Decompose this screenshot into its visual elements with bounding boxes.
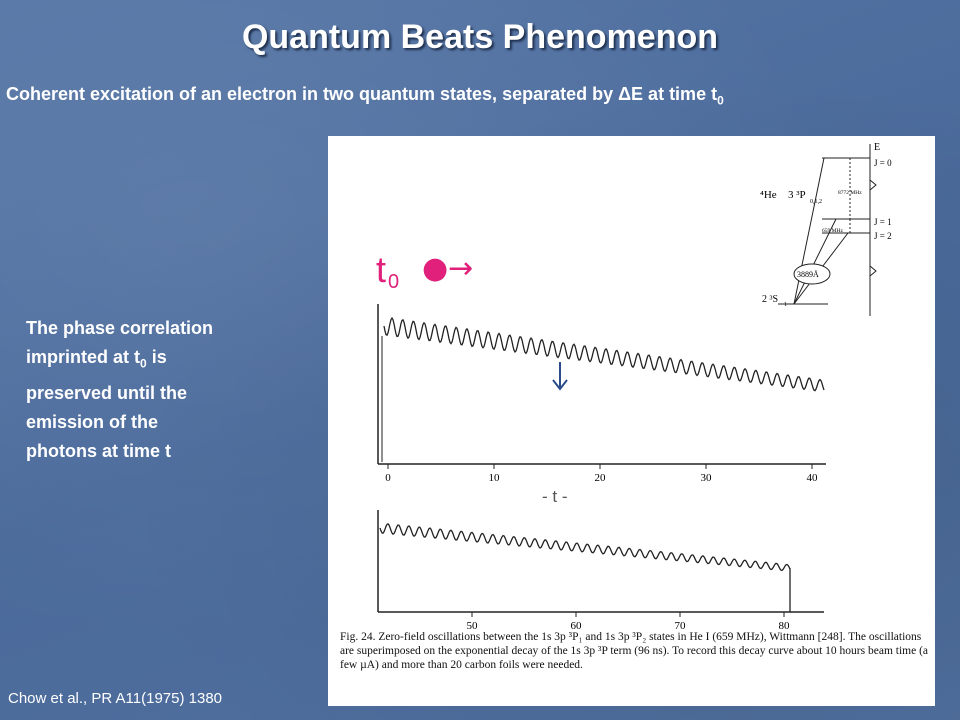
- ground-label: 2 ³S: [762, 294, 778, 305]
- ground-subscript: 1: [784, 302, 787, 308]
- atom-label: ⁴He: [760, 189, 777, 201]
- top-decay-curve: [383, 316, 825, 392]
- bottom-axis-tick-label: 70: [675, 620, 687, 630]
- t0-subscript: 0: [388, 271, 399, 293]
- axis-break-top: [869, 179, 877, 191]
- side-line-5: photons at time t: [26, 440, 171, 461]
- top-plot: 0 10 20 30 40: [377, 304, 826, 484]
- top-axis-tick-label: 0: [385, 472, 391, 484]
- side-line-3: preserved until the: [26, 382, 188, 403]
- subtitle-text: Coherent excitation of an electron in tw…: [6, 84, 718, 104]
- side-explanation: The phase correlation imprinted at t0 is…: [26, 314, 296, 466]
- t-label: - t -: [542, 487, 568, 506]
- axis-break-bottom: [869, 265, 877, 277]
- figure-panel: t 0 ●→ E ⁴He 3 ³P 0,1,2 J = 0 J = 1 J = …: [328, 136, 935, 706]
- wavelength-ellipse: [793, 263, 831, 285]
- bottom-axis-tick-label: 60: [571, 620, 583, 630]
- side-line-2: imprinted at t0 is: [26, 343, 296, 379]
- energy-axis-label: E: [874, 142, 880, 153]
- j2-label: J = 2: [874, 231, 892, 241]
- j0-label: J = 0: [874, 158, 892, 168]
- bottom-axis-tick-label: 80: [779, 620, 791, 630]
- top-axis-tick-label: 30: [701, 472, 713, 484]
- top-axis-tick-label: 10: [489, 472, 501, 484]
- side-line-4: emission of the: [26, 411, 159, 432]
- transition-j1: [793, 218, 837, 305]
- figure-caption: Fig. 24. Zero-field oscillations between…: [340, 631, 929, 671]
- top-axis-tick-label: 40: [807, 472, 819, 484]
- bottom-decay-curve: [379, 522, 791, 572]
- bottom-axis-tick-label: 50: [467, 620, 479, 630]
- side-line-2b: is: [146, 347, 167, 367]
- term-subscript: 0,1,2: [810, 199, 822, 205]
- j1-label: J = 1: [874, 217, 892, 227]
- term-label: 3 ³P: [788, 189, 806, 201]
- split-label-1: 8772 MHz: [838, 190, 862, 196]
- subtitle-subscript: 0: [717, 93, 724, 108]
- slide-subtitle: Coherent excitation of an electron in tw…: [6, 84, 724, 108]
- wavelength-label: 3889Å: [797, 270, 819, 279]
- figure-svg: t 0 ●→ E ⁴He 3 ³P 0,1,2 J = 0 J = 1 J = …: [376, 142, 892, 632]
- down-arrow: [552, 362, 568, 391]
- slide-title: Quantum Beats Phenomenon: [241, 18, 719, 56]
- side-line-1: The phase correlation: [26, 318, 214, 338]
- split-label-2: 659 MHz: [822, 228, 843, 234]
- side-line-2a: imprinted at t: [26, 347, 141, 367]
- t0-label: t: [376, 249, 386, 290]
- citation: Chow et al., PR A11(1975) 1380: [8, 690, 223, 707]
- top-axis-tick-label: 20: [595, 472, 607, 484]
- side-line-2-sub: 0: [140, 356, 147, 371]
- energy-level-diagram: [778, 144, 877, 316]
- dot-arrow: ●→: [422, 251, 473, 286]
- bottom-plot: 50 60 70 80: [377, 510, 824, 632]
